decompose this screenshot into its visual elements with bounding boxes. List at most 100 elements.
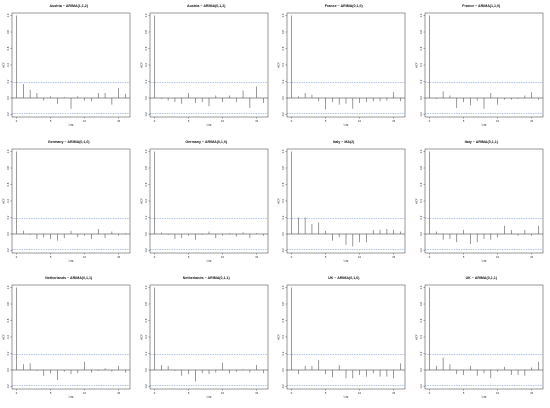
x-axis-label: Lag [481,395,486,399]
y-tick-label: -0.2 [419,112,423,117]
x-tick-label: 0 [16,119,18,123]
y-tick-label: 0.0 [144,368,148,372]
panel-title: Netherlands ~ ARIMA(0,1,1) [182,276,230,280]
y-tick-label: 0.0 [419,96,423,100]
panel-title: Germany ~ ARIMA(0,1,0) [47,140,90,144]
x-axis-label: Lag [344,123,349,127]
y-axis-label: ACF [2,198,6,204]
y-tick-label: 0.6 [144,318,148,322]
y-axis-label: ACF [277,198,281,204]
x-axis-label: Lag [206,123,211,127]
y-tick-label: 0.4 [6,63,10,67]
x-tick-label: 0 [153,255,155,259]
y-tick-label: -0.2 [281,248,285,253]
x-axis-label: Lag [69,395,74,399]
y-tick-label: 0.0 [144,96,148,100]
y-tick-label: 0.4 [419,199,423,203]
acf-plot: -0.2 0.0 0.2 0.4 0.6 0.8 1.0 0 5 10 15 Lag ACF [2,284,131,399]
y-tick-label: 1.0 [6,13,10,17]
y-tick-label: -0.2 [419,248,423,253]
x-tick-label: 10 [358,391,361,395]
acf-panel: Italy ~ MA(2) -0.2 0.0 0.2 0.4 0.6 0.8 1.0 0 5 10 1… [275,136,413,272]
acf-panel: Netherlands ~ ARIMA(0,1,1) -0.2 0.0 0.2 0.4 0… [138,272,276,408]
x-axis-label: Lag [69,259,74,263]
x-tick-label: 5 [325,119,327,123]
x-tick-label: 10 [221,255,224,259]
x-tick-label: 5 [325,255,327,259]
y-tick-label: 0.6 [281,318,285,322]
y-tick-label: 0.2 [144,79,148,83]
x-tick-label: 5 [325,391,327,395]
y-tick-label: 0.8 [419,30,423,34]
y-axis-label: ACF [139,334,143,340]
acf-plot: -0.2 0.0 0.2 0.4 0.6 0.8 1.0 0 5 10 15 Lag ACF [139,284,268,399]
y-tick-label: -0.2 [144,248,148,253]
y-tick-label: 0.6 [419,46,423,50]
x-tick-label: 5 [187,119,189,123]
acf-plot: -0.2 0.0 0.2 0.4 0.6 0.8 1.0 0 5 10 15 Lag ACF [139,148,268,263]
panel-title: Austria ~ ARIMA(1,1,2) [49,4,88,8]
y-tick-label: 0.4 [144,335,148,339]
x-tick-label: 10 [83,391,86,395]
panel-title: Germany ~ ARIMA(0,1,0) [185,140,228,144]
y-tick-label: 0.4 [419,63,423,67]
y-tick-label: 1.0 [281,285,285,289]
acf-plot: -0.2 0.0 0.2 0.4 0.6 0.8 1.0 0 5 10 15 Lag ACF [414,12,543,127]
y-tick-label: -0.2 [6,384,10,389]
panel-title: Austria ~ ARIMA(0,1,2) [186,4,226,8]
y-axis-label: ACF [277,334,281,340]
y-tick-label: 0.2 [144,351,148,355]
x-tick-label: 0 [428,119,430,123]
x-tick-label: 10 [358,119,361,123]
y-tick-label: 0.0 [281,232,285,236]
x-tick-label: 10 [496,255,499,259]
x-tick-label: 10 [83,119,86,123]
x-axis-label: Lag [481,259,486,263]
x-tick-label: 0 [291,255,293,259]
y-tick-label: 1.0 [144,285,148,289]
y-tick-label: 0.4 [144,199,148,203]
x-tick-label: 10 [496,391,499,395]
x-tick-label: 15 [530,119,533,123]
y-tick-label: 0.4 [281,63,285,67]
x-tick-label: 15 [530,255,533,259]
x-tick-label: 0 [428,255,430,259]
y-tick-label: 0.2 [419,351,423,355]
panel-title: Italy ~ MA(2) [333,140,355,144]
y-tick-label: 0.6 [6,46,10,50]
y-tick-label: 0.2 [419,215,423,219]
y-tick-label: 0.4 [144,63,148,67]
y-axis-label: ACF [414,62,418,68]
y-axis-label: ACF [414,198,418,204]
x-tick-label: 5 [187,255,189,259]
acf-panel: Netherlands ~ ARIMA(0,1,1) -0.2 0.0 0.2 0.4 0… [0,272,138,408]
plot-frame [149,148,268,254]
x-axis-label: Lag [69,123,74,127]
y-tick-label: 0.0 [6,368,10,372]
x-tick-label: 0 [291,391,293,395]
y-tick-label: -0.2 [144,384,148,389]
x-tick-label: 5 [462,391,464,395]
x-tick-label: 5 [187,391,189,395]
x-axis-label: Lag [206,259,211,263]
x-axis-label: Lag [344,395,349,399]
y-tick-label: 0.6 [419,318,423,322]
y-tick-label: 0.6 [144,46,148,50]
acf-plot: -0.2 0.0 0.2 0.4 0.6 0.8 1.0 0 5 10 15 Lag ACF [277,284,406,399]
acf-plot: -0.2 0.0 0.2 0.4 0.6 0.8 1.0 0 5 10 15 Lag ACF [2,12,131,127]
acf-panel: France ~ ARIMA(0,1,0) -0.2 0.0 0.2 0.4 0.6 0.8… [275,0,413,136]
x-tick-label: 10 [221,119,224,123]
x-tick-label: 15 [255,391,258,395]
y-tick-label: 0.8 [419,166,423,170]
y-tick-label: 1.0 [144,149,148,153]
x-tick-label: 15 [117,391,120,395]
y-tick-label: 0.4 [6,199,10,203]
y-tick-label: 1.0 [419,285,423,289]
x-tick-label: 15 [255,119,258,123]
x-tick-label: 0 [428,391,430,395]
plot-frame [424,284,543,390]
panel-title: Netherlands ~ ARIMA(0,1,1) [45,276,93,280]
y-tick-label: 0.6 [281,46,285,50]
plot-frame [11,148,131,254]
